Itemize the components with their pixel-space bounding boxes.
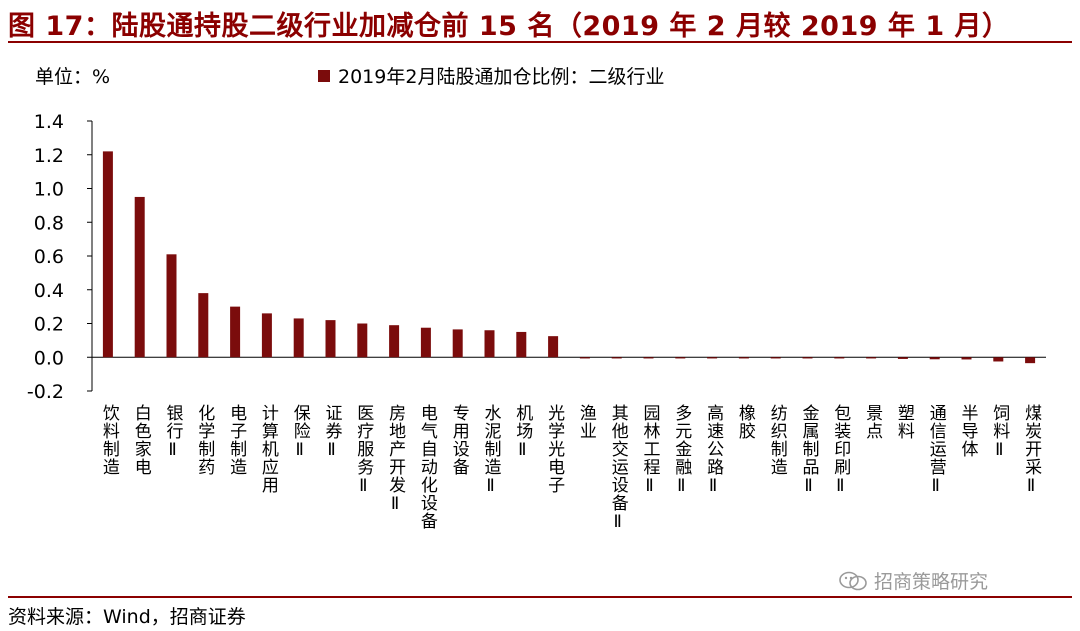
unit-label: 单位：% bbox=[35, 66, 111, 88]
bar bbox=[230, 306, 241, 358]
y-tick-label: 1.4 bbox=[34, 111, 64, 133]
bar bbox=[1025, 357, 1036, 364]
bar bbox=[548, 336, 559, 358]
bar bbox=[770, 357, 781, 359]
y-tick-label: 0.2 bbox=[34, 314, 64, 336]
source-note: 资料来源：Wind，招商证券 bbox=[8, 606, 246, 628]
x-category-label: 证券Ⅱ bbox=[322, 404, 343, 461]
y-tick-label: 1.0 bbox=[34, 179, 64, 201]
x-category-label: 渔业 bbox=[576, 404, 597, 440]
bar bbox=[389, 325, 400, 358]
bar bbox=[452, 329, 463, 358]
x-category-label: 塑料 bbox=[894, 404, 915, 440]
watermark: 招商策略研究 bbox=[838, 567, 988, 594]
x-category-label: 半导体 bbox=[958, 404, 979, 458]
bar bbox=[484, 330, 495, 358]
bar bbox=[516, 331, 527, 358]
bar bbox=[134, 196, 145, 358]
bar bbox=[993, 357, 1004, 362]
x-category-label: 机场Ⅱ bbox=[512, 404, 533, 461]
legend-swatch bbox=[318, 69, 330, 82]
bar bbox=[802, 357, 813, 359]
bar bbox=[834, 357, 845, 359]
x-category-label: 水泥制造Ⅱ bbox=[481, 404, 502, 497]
x-category-label: 金属制品Ⅱ bbox=[799, 404, 820, 497]
watermark-text: 招商策略研究 bbox=[874, 571, 989, 593]
x-category-label: 房地产开发Ⅱ bbox=[385, 404, 406, 515]
bar bbox=[261, 313, 272, 358]
x-category-label: 景点 bbox=[862, 404, 883, 440]
x-category-label: 光学光电子 bbox=[544, 404, 565, 494]
x-category-label: 白色家电 bbox=[131, 404, 152, 476]
x-category-label: 保险Ⅱ bbox=[290, 404, 311, 461]
x-category-label: 饮料制造 bbox=[99, 404, 120, 476]
wechat-icon bbox=[839, 571, 867, 590]
bar bbox=[675, 357, 686, 359]
bar bbox=[166, 254, 177, 358]
figure-title: 图 17：陆股通持股二级行业加减仓前 15 名（2019 年 2 月较 2019… bbox=[8, 11, 1010, 42]
chart-legend: 2019年2月陆股通加仓比例：二级行业 bbox=[318, 62, 664, 89]
x-category-label: 电子制造 bbox=[226, 404, 247, 476]
bar bbox=[357, 323, 368, 358]
x-category-label: 通信运营Ⅱ bbox=[926, 404, 947, 497]
bar bbox=[738, 357, 749, 359]
legend-label: 2019年2月陆股通加仓比例：二级行业 bbox=[338, 66, 665, 88]
x-category-label: 煤炭开采Ⅱ bbox=[1021, 404, 1042, 497]
bar bbox=[325, 320, 336, 358]
x-category-label: 计算机应用 bbox=[258, 404, 279, 494]
x-category-label: 医疗服务Ⅱ bbox=[353, 404, 374, 497]
bar bbox=[961, 357, 972, 360]
x-category-label: 其他交运设备Ⅱ bbox=[608, 404, 629, 533]
bar bbox=[866, 357, 877, 359]
bar bbox=[611, 357, 622, 359]
title-rule bbox=[8, 41, 1072, 43]
bar bbox=[897, 357, 908, 359]
x-category-label: 包装印刷Ⅱ bbox=[830, 404, 851, 497]
y-tick-label: 0.8 bbox=[34, 212, 64, 234]
y-tick-label: 1.2 bbox=[34, 145, 64, 167]
y-tick-label: 0.4 bbox=[34, 280, 64, 302]
bar bbox=[420, 327, 431, 358]
x-category-label: 专用设备 bbox=[449, 404, 470, 476]
x-category-label: 化学制药 bbox=[194, 404, 215, 476]
x-category-label: 橡胶 bbox=[735, 404, 756, 440]
bar bbox=[579, 357, 590, 359]
footer-rule bbox=[8, 596, 1072, 598]
bar bbox=[102, 151, 113, 358]
x-category-label: 电气自动化设备 bbox=[417, 404, 438, 530]
y-tick-label: 0.6 bbox=[34, 246, 64, 268]
bar bbox=[293, 318, 304, 358]
y-tick-label: 0.0 bbox=[34, 347, 64, 369]
x-category-label: 多元金融Ⅱ bbox=[671, 404, 692, 497]
y-tick-label: -0.2 bbox=[27, 381, 64, 403]
bar bbox=[707, 357, 718, 359]
x-category-label: 高速公路Ⅱ bbox=[703, 404, 724, 497]
bar bbox=[643, 357, 654, 359]
x-category-label: 纺织制造 bbox=[767, 404, 788, 476]
bar bbox=[198, 293, 209, 358]
x-category-label: 园林工程Ⅱ bbox=[640, 404, 661, 497]
x-category-label: 饲料Ⅱ bbox=[989, 404, 1010, 461]
bar bbox=[929, 357, 940, 360]
x-category-label: 银行Ⅱ bbox=[163, 404, 184, 461]
